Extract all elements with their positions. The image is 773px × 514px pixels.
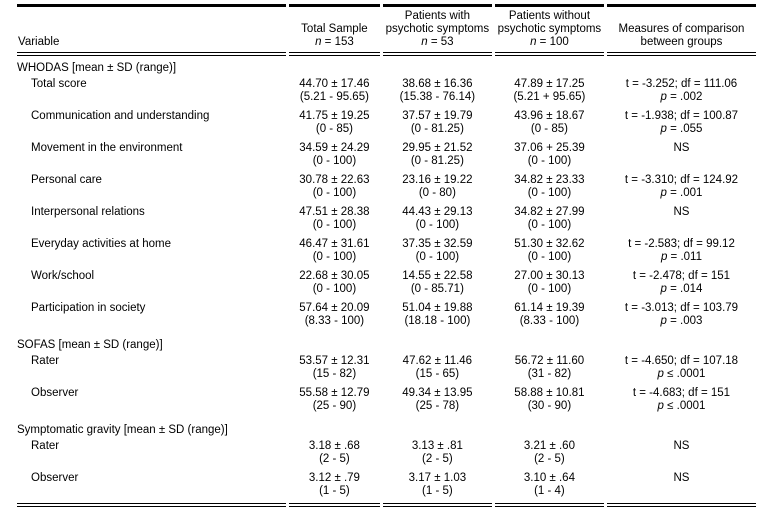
results-table: Variable Total Sample n = 153 Patients with… (14, 4, 759, 507)
value-cell: 47.51 ± 28.38 (0 - 100) (299, 206, 370, 231)
table-header: Variable Total Sample n = 153 Patients with… (17, 4, 756, 56)
value-cell: NS (673, 206, 690, 218)
value-cell: 34.82 ± 27.99 (0 - 100) (514, 206, 585, 231)
row-label: Participation in society (31, 302, 146, 314)
value-cell: 41.75 ± 19.25 (0 - 85) (299, 110, 370, 135)
data-row: Personal care 30.78 ± 22.63 (0 - 100) 23.16… (17, 173, 756, 205)
row-label: Total score (31, 78, 87, 90)
value-cell: 34.82 ± 23.33 (0 - 100) (514, 174, 585, 199)
value-cell: 27.00 ± 30.13 (0 - 100) (514, 270, 585, 295)
section-row: WHODAS [mean ± SD (range)] (17, 56, 756, 77)
value-cell: 34.59 ± 24.29 (0 - 100) (299, 142, 370, 167)
value-cell: 3.18 ± .68 (2 - 5) (308, 440, 360, 465)
value-cell: 3.10 ± .64 (1 - 4) (494, 471, 604, 507)
value-cell: 3.17 ± 1.03 (1 - 5) (382, 471, 492, 507)
value-cell: 29.95 ± 21.52 (0 - 81.25) (402, 142, 473, 167)
data-row: Rater 3.18 ± .68 (2 - 5) 3.13 ± .81 (2 - 5) 3… (17, 439, 756, 471)
data-row: Interpersonal relations 47.51 ± 28.38 (0 -… (17, 205, 756, 237)
data-row: Rater 53.57 ± 12.31 (15 - 82) 47.62 ± 11.46… (17, 354, 756, 386)
value-cell: t = -3.013; df = 103.79 p = .003 (624, 302, 739, 327)
row-label: Movement in the environment (31, 142, 183, 154)
section-header: Symptomatic gravity [mean ± SD (range)] (17, 424, 228, 436)
value-cell: 55.58 ± 12.79 (25 - 90) (299, 387, 370, 412)
value-cell: t = -2.583; df = 99.12 p = .011 (628, 238, 735, 263)
column-header-total-sample: Total Sample n = 153 (288, 4, 380, 56)
value-cell: 46.47 ± 31.61 (0 - 100) (299, 238, 370, 263)
value-cell: NS (673, 142, 690, 154)
data-row: Work/school 22.68 ± 30.05 (0 - 100) 14.55 ±… (17, 269, 756, 301)
row-label: Work/school (31, 270, 95, 282)
data-row: Everyday activities at home 46.47 ± 31.61… (17, 237, 756, 269)
section-header: SOFAS [mean ± SD (range)] (17, 339, 163, 351)
value-cell: 51.30 ± 32.62 (0 - 100) (514, 238, 585, 263)
section-row: SOFAS [mean ± SD (range)] (17, 333, 756, 354)
value-cell: 57.64 ± 20.09 (8.33 - 100) (299, 302, 370, 327)
value-cell: 44.43 ± 29.13 (0 - 100) (402, 206, 473, 231)
value-cell: 58.88 ± 10.81 (30 - 90) (514, 387, 585, 412)
data-row: Observer 55.58 ± 12.79 (25 - 90) 49.34 ± 13… (17, 386, 756, 418)
header-row: Variable Total Sample n = 153 Patients with… (17, 4, 756, 56)
value-cell: NS (606, 471, 756, 507)
value-cell: t = -1.938; df = 100.87 p = .055 (624, 110, 739, 135)
value-cell: 3.12 ± .79 (1 - 5) (288, 471, 380, 507)
section-row: Symptomatic gravity [mean ± SD (range)] (17, 418, 756, 439)
row-label: Rater (31, 355, 60, 367)
value-cell: 47.62 ± 11.46 (15 - 65) (402, 355, 473, 380)
column-header-variable: Variable (17, 4, 286, 56)
value-cell: 30.78 ± 22.63 (0 - 100) (299, 174, 370, 199)
value-cell: 51.04 ± 19.88 (18.18 - 100) (402, 302, 473, 327)
value-cell: 14.55 ± 22.58 (0 - 85.71) (402, 270, 473, 295)
value-cell: 23.16 ± 19.22 (0 - 80) (402, 174, 473, 199)
value-cell: 47.89 ± 17.25 (5.21 + 95.65) (513, 78, 586, 103)
data-row: Movement in the environment 34.59 ± 24.29… (17, 141, 756, 173)
value-cell: 3.21 ± .60 (2 - 5) (523, 440, 575, 465)
data-row: Participation in society 57.64 ± 20.09 (8.… (17, 301, 756, 333)
value-cell: 44.70 ± 17.46 (5.21 - 95.65) (299, 78, 370, 103)
value-cell: 22.68 ± 30.05 (0 - 100) (299, 270, 370, 295)
value-cell: 61.14 ± 19.39 (8.33 - 100) (514, 302, 585, 327)
value-cell: 3.13 ± .81 (2 - 5) (411, 440, 463, 465)
value-cell: t = -3.310; df = 124.92 p = .001 (624, 174, 739, 199)
data-row: Total score 44.70 ± 17.46 (5.21 - 95.65) 38… (17, 77, 756, 109)
row-label: Observer (17, 471, 286, 507)
value-cell: t = -4.650; df = 107.18 p ≤ .0001 (624, 355, 739, 380)
value-cell: t = -4.683; df = 151 p ≤ .0001 (632, 387, 731, 412)
row-label: Interpersonal relations (31, 206, 145, 218)
value-cell: t = -2.478; df = 151 p = .014 (632, 270, 731, 295)
value-cell: 49.34 ± 13.95 (25 - 78) (402, 387, 473, 412)
table-body: WHODAS [mean ± SD (range)] Total score 44.… (17, 56, 756, 507)
value-cell: 38.68 ± 16.36 (15.38 - 76.14) (399, 78, 476, 103)
value-cell: 56.72 ± 11.60 (31 - 82) (514, 355, 585, 380)
column-header-measures-of-comparison: Measures of comparison between groups (606, 4, 756, 56)
column-header-patients-with-psychotic-symptoms: Patients with psychotic symptoms n = 53 (382, 4, 492, 56)
row-label: Personal care (31, 174, 102, 186)
data-row: Observer 3.12 ± .79 (1 - 5) 3.17 ± 1.03 (1 -… (17, 471, 756, 507)
value-cell: 37.06 + 25.39 (0 - 100) (514, 142, 585, 167)
row-label: Communication and understanding (31, 110, 210, 122)
data-row: Communication and understanding 41.75 ± 1… (17, 109, 756, 141)
value-cell: 37.57 ± 19.79 (0 - 81.25) (402, 110, 473, 135)
value-cell: 43.96 ± 18.67 (0 - 85) (514, 110, 585, 135)
value-cell: 37.35 ± 32.59 (0 - 100) (402, 238, 473, 263)
value-cell: t = -3.252; df = 111.06 p = .002 (625, 78, 738, 103)
column-header-patients-without-psychotic-symptoms: Patients without psychotic symptoms n = 10… (494, 4, 604, 56)
row-label: Everyday activities at home (31, 238, 171, 250)
value-cell: 53.57 ± 12.31 (15 - 82) (299, 355, 370, 380)
row-label: Rater (31, 440, 60, 452)
value-cell: NS (673, 440, 690, 452)
section-header: WHODAS [mean ± SD (range)] (17, 62, 177, 74)
row-label: Observer (31, 387, 79, 399)
